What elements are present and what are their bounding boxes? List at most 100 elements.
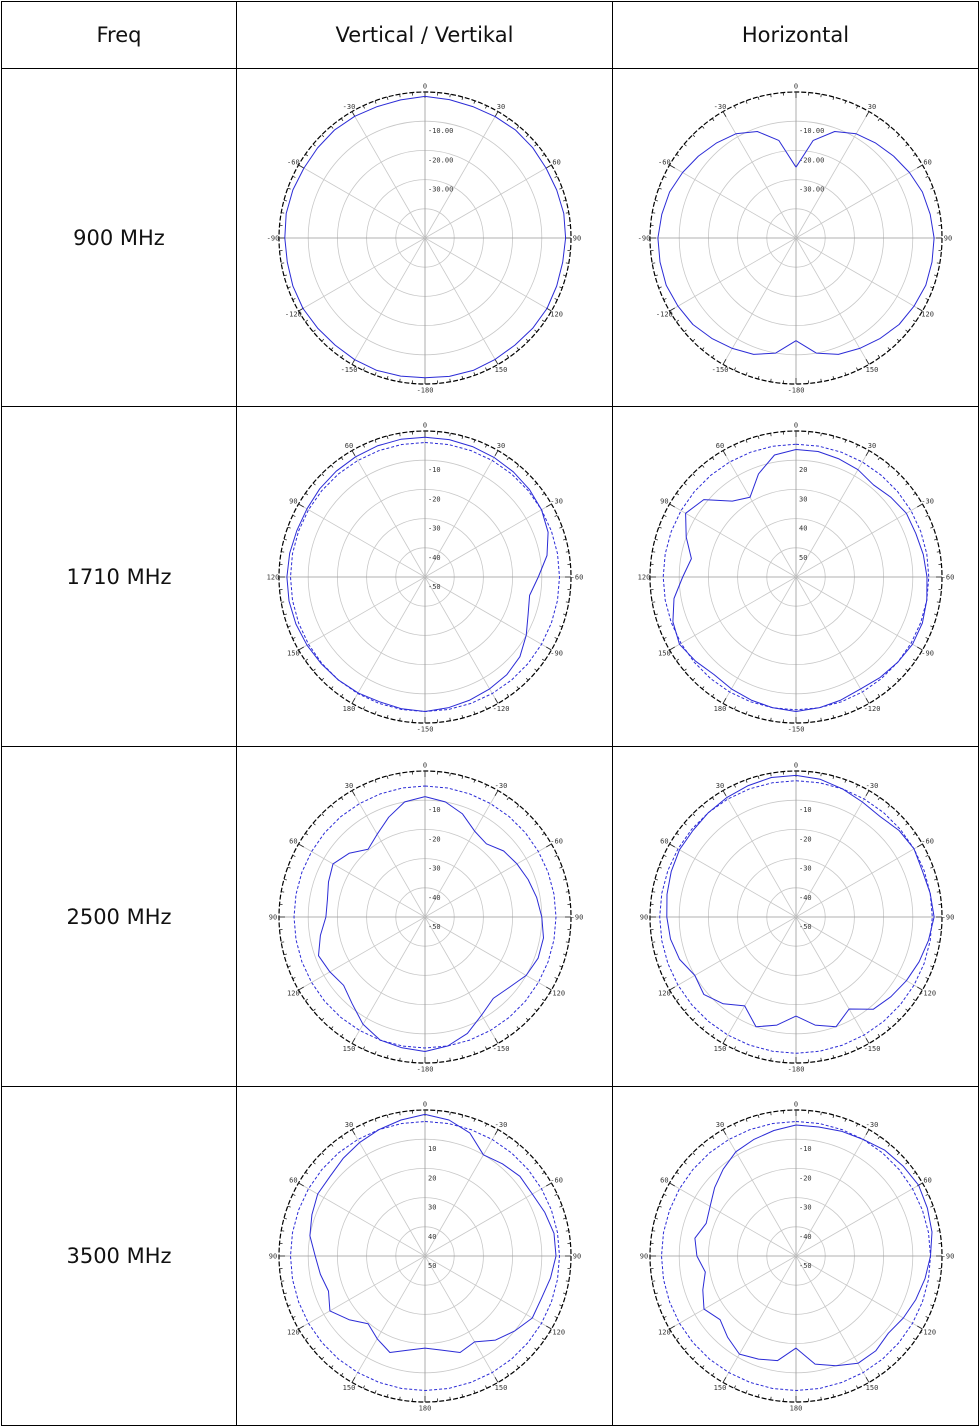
angle-tick-label: 60: [552, 158, 560, 166]
rim-tick: [485, 444, 486, 447]
rim-tick: [554, 176, 557, 177]
angle-tick-label: 120: [658, 1329, 671, 1337]
rim-tick: [936, 1231, 939, 1232]
rim-tick: [770, 433, 771, 436]
rim-tick: [654, 200, 657, 201]
angle-tick-label: 0: [422, 1101, 426, 1109]
angle-tick-label: -150: [340, 366, 357, 374]
rim-tick: [352, 450, 355, 455]
rim-tick: [913, 1172, 915, 1174]
grid-spoke: [723, 1256, 796, 1382]
rim-tick: [856, 367, 857, 370]
rim-tick: [305, 1172, 307, 1174]
header-freq: Freq: [2, 2, 237, 69]
rim-tick: [820, 1397, 821, 1400]
rim-tick: [712, 355, 714, 357]
rim-tick: [702, 465, 704, 467]
rim-tick: [363, 706, 364, 709]
rim-tick: [684, 1008, 686, 1010]
angle-tick-label: 30: [496, 441, 504, 449]
rim-tick: [399, 773, 400, 776]
rim-tick: [559, 527, 562, 528]
rim-tick: [712, 457, 714, 459]
rim-tick: [925, 1316, 928, 1317]
rim-tick: [770, 378, 771, 381]
grid-spoke: [425, 917, 551, 990]
radial-tick-label: 50: [428, 1262, 436, 1270]
rim-tick: [387, 775, 388, 778]
rim-tick: [375, 779, 376, 782]
radial-tick-label: 40: [428, 1233, 436, 1241]
rim-tick: [341, 1136, 343, 1138]
rim-tick: [485, 706, 486, 709]
angle-tick-label: -150: [863, 1045, 880, 1053]
angle-tick-label: 150: [865, 366, 878, 374]
rim-tick: [887, 347, 889, 349]
rim-tick: [399, 378, 400, 381]
rim-tick: [663, 855, 666, 856]
angle-tick-label: 120: [550, 310, 563, 318]
rim-tick: [734, 784, 735, 787]
rim-tick: [684, 1162, 686, 1164]
rim-tick: [554, 515, 557, 516]
rim-tick: [669, 844, 674, 847]
grid-spoke: [723, 238, 796, 364]
rim-tick: [658, 965, 661, 966]
rim-tick: [542, 493, 544, 495]
rim-tick: [565, 1281, 568, 1282]
angle-tick-label: 90: [268, 1253, 276, 1261]
rim-tick: [844, 100, 845, 103]
angle-tick-label: 30: [715, 1121, 723, 1129]
rim-tick: [559, 1305, 562, 1306]
radial-tick-label: -40: [428, 893, 441, 901]
rim-tick: [313, 823, 315, 825]
rim-tick: [287, 965, 290, 966]
grid-spoke: [425, 238, 551, 311]
pattern-series-solid: [694, 1125, 931, 1366]
rim-tick: [565, 601, 568, 602]
rim-tick: [820, 717, 821, 720]
rim-tick: [887, 1144, 889, 1146]
angle-tick-label: -90: [550, 649, 563, 657]
grid-spoke: [425, 844, 551, 917]
rim-tick: [516, 347, 518, 349]
rim-tick: [341, 1034, 343, 1036]
rim-tick: [287, 867, 290, 868]
grid-spoke: [298, 504, 424, 577]
rim-tick: [399, 1397, 400, 1400]
radial-tick-label: -30.00: [799, 185, 824, 193]
rim-tick: [734, 367, 735, 370]
rim-tick: [658, 625, 661, 626]
rim-tick: [292, 1194, 295, 1195]
grid-spoke: [796, 917, 922, 990]
rim-tick: [387, 1115, 388, 1118]
angle-tick-label: -60: [287, 158, 300, 166]
rim-tick: [292, 977, 295, 978]
angle-tick-label: 120: [637, 573, 650, 581]
pattern-series-solid: [286, 437, 547, 711]
radial-tick-label: -30: [428, 864, 441, 872]
rim-tick: [684, 144, 686, 146]
rim-tick: [495, 1130, 498, 1135]
rim-tick: [473, 1051, 474, 1054]
rim-tick: [542, 1172, 544, 1174]
rim-tick: [878, 355, 880, 357]
angle-tick-label: 0: [793, 82, 797, 90]
rim-tick: [516, 126, 518, 128]
rim-tick: [746, 100, 747, 103]
angle-tick-label: 60: [923, 1177, 931, 1185]
rim-tick: [507, 118, 509, 120]
radial-tick-label: -10: [428, 806, 441, 814]
rim-tick: [652, 891, 655, 892]
rim-tick: [925, 1194, 928, 1195]
freq-label: 1710 MHz: [2, 407, 237, 747]
rim-tick: [746, 711, 747, 714]
rim-tick: [485, 784, 486, 787]
rim-tick: [684, 329, 686, 331]
rim-tick: [684, 668, 686, 670]
grid-spoke: [796, 917, 869, 1043]
angle-tick-label: -30: [865, 781, 878, 789]
